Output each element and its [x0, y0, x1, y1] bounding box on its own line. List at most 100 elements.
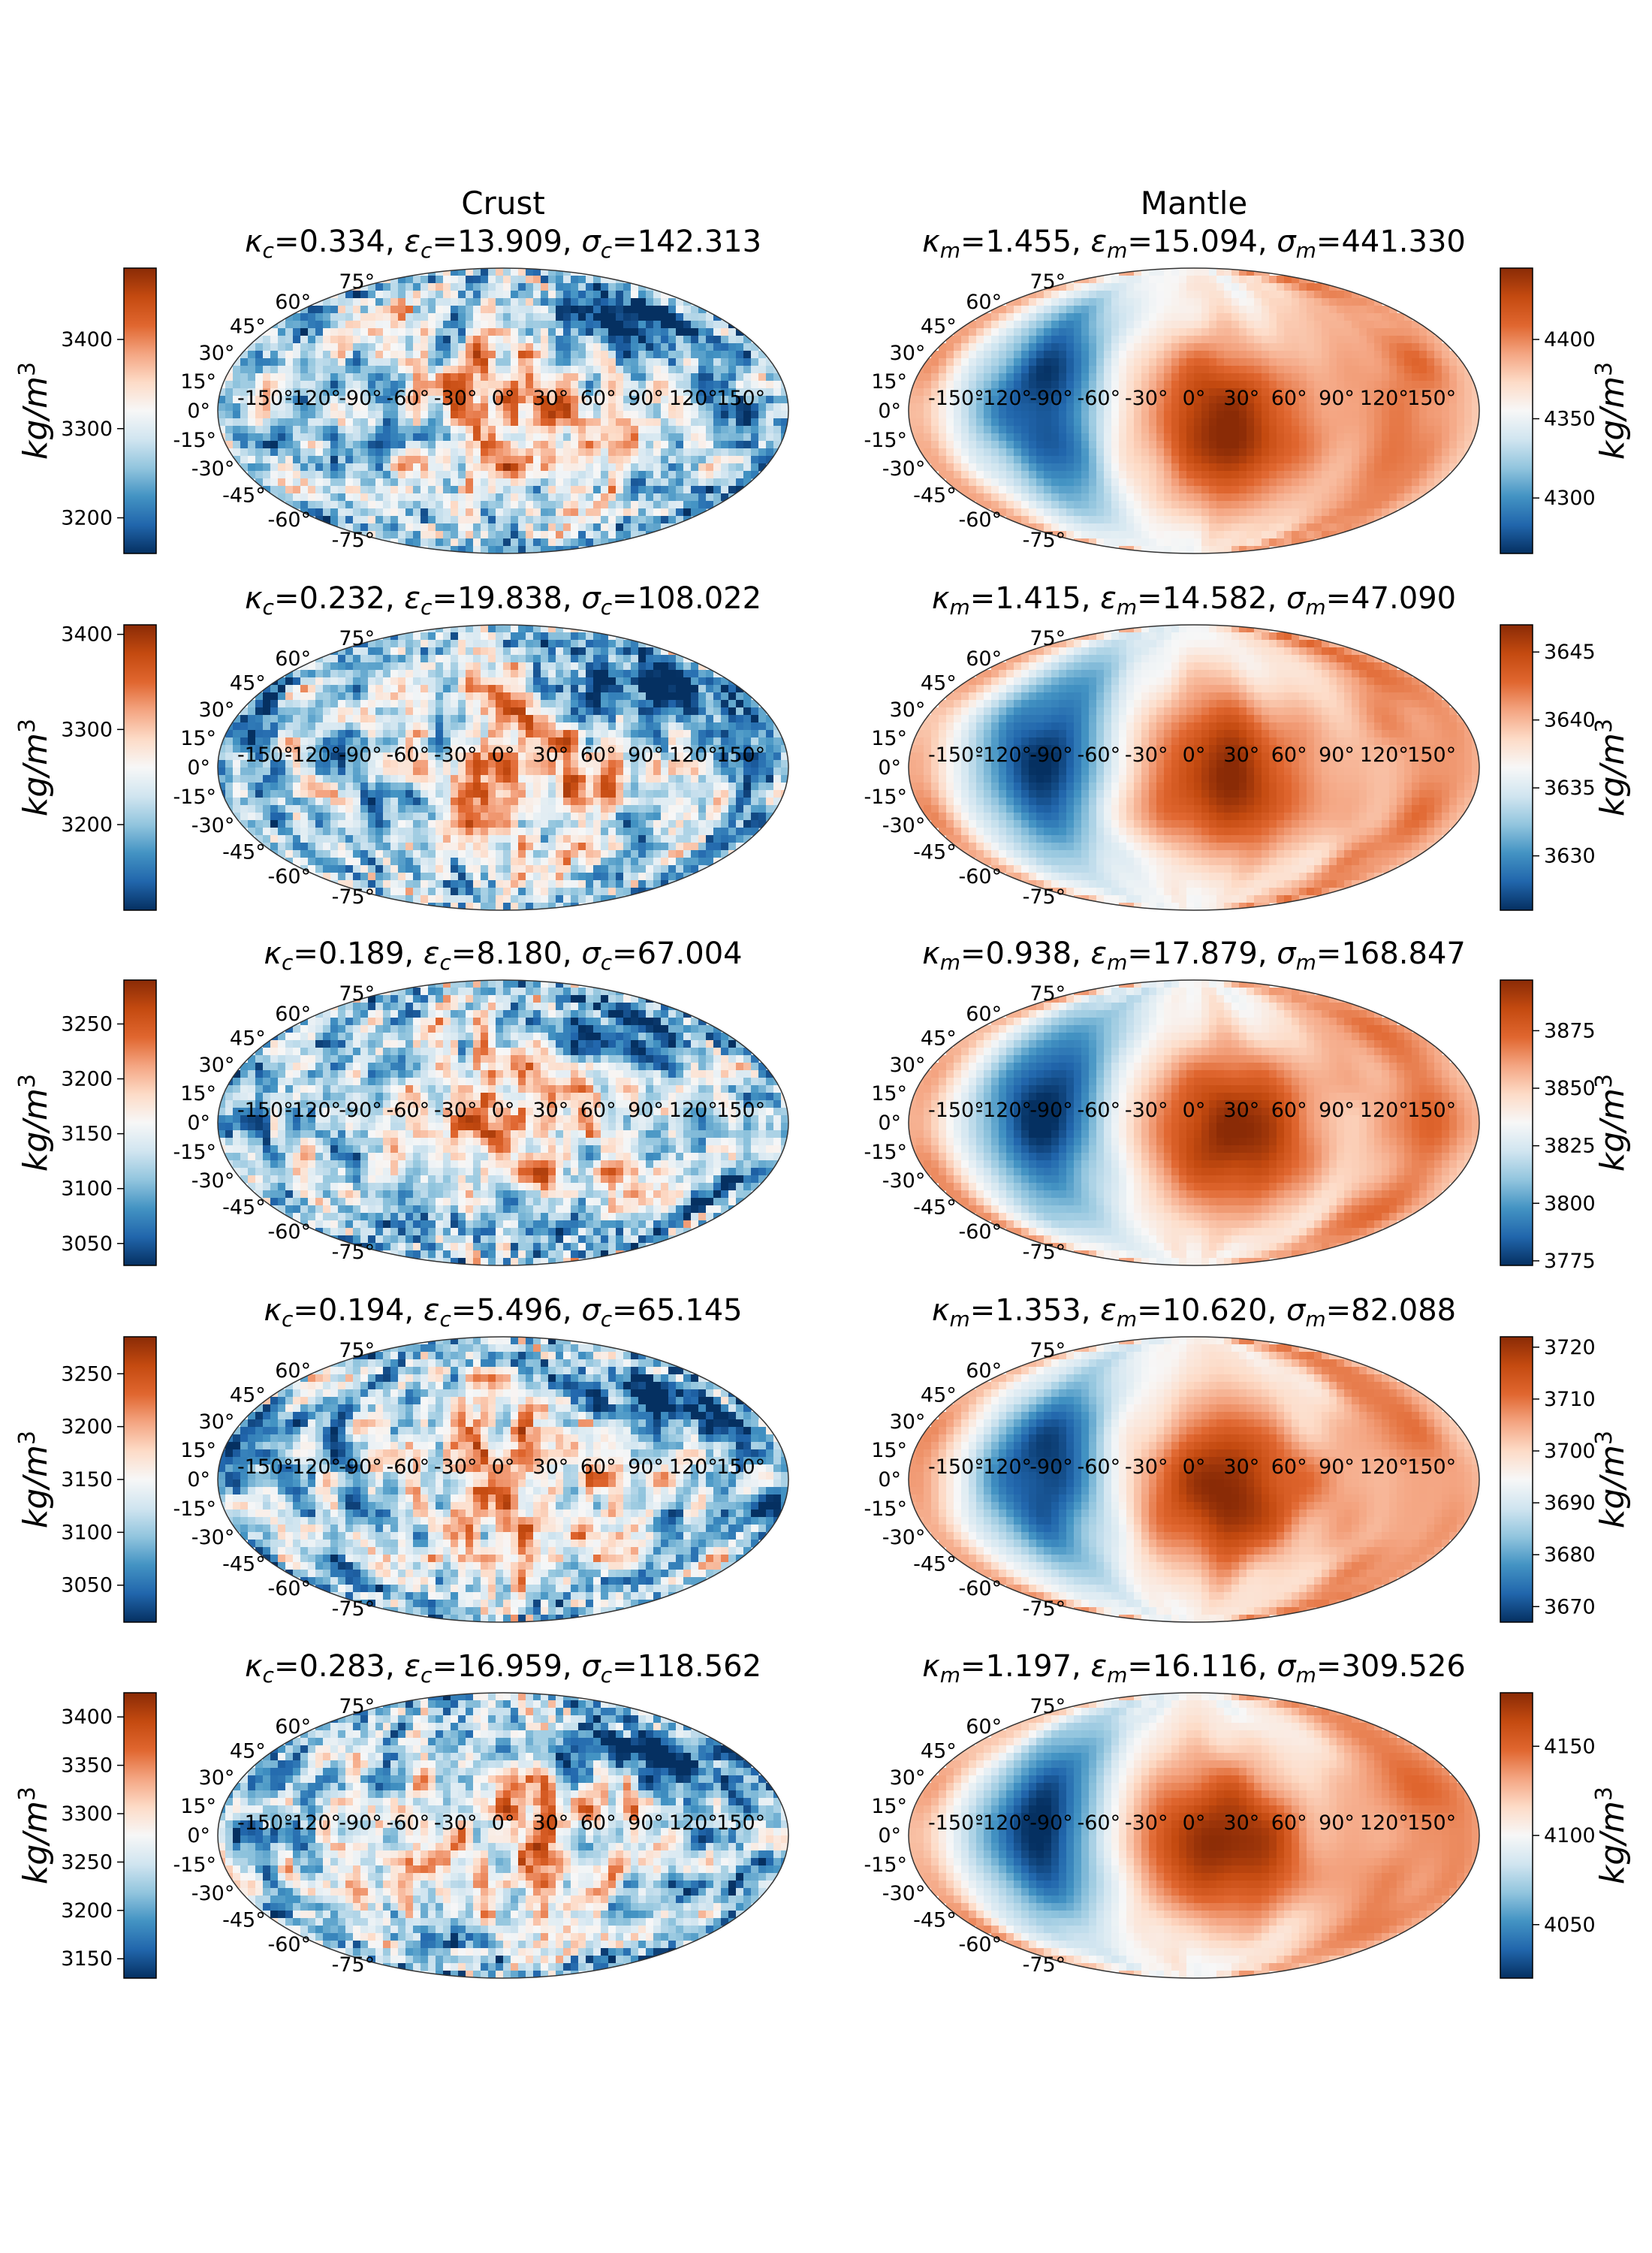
lon-tick-label: -150°: [928, 1455, 984, 1479]
lon-tick-label: -120°: [285, 1811, 341, 1835]
lon-tick-label: -90°: [1029, 1455, 1073, 1479]
epsilon-symbol: ε: [404, 225, 421, 259]
lon-tick-label: -30°: [1125, 1099, 1168, 1122]
lon-tick-label: 0°: [492, 743, 515, 767]
kappa-subscript: c: [282, 1307, 294, 1332]
lon-tick-label: 30°: [532, 1455, 568, 1479]
lat-tick-label: 60°: [275, 1359, 311, 1383]
lat-tick-label: -15°: [173, 786, 216, 809]
sigma-subscript: m: [1296, 238, 1316, 263]
sigma-symbol: σ: [1286, 1293, 1307, 1328]
lat-tick-label: 0°: [187, 1824, 210, 1847]
epsilon-symbol: ε: [1100, 581, 1117, 616]
colorbar-tick-label: 3050: [61, 1574, 113, 1597]
lat-tick-label: -45°: [913, 840, 957, 864]
lon-tick-label: -120°: [285, 1455, 341, 1479]
lat-tick-label: 0°: [878, 400, 901, 423]
colorbar-tick-label: 3630: [1544, 845, 1596, 868]
lon-tick-label: -90°: [339, 1099, 382, 1122]
lat-tick-label: -60°: [958, 865, 1002, 888]
colorbar-tick-label: 4400: [1544, 328, 1596, 351]
lat-tick-label: -15°: [173, 429, 216, 452]
kappa-value: =0.334,: [274, 225, 404, 259]
lat-tick-label: 45°: [230, 1740, 266, 1763]
lon-tick-label: 0°: [1183, 1811, 1206, 1835]
lat-tick-label: -45°: [913, 484, 957, 507]
epsilon-value: =8.180,: [451, 936, 581, 971]
kappa-value: =1.197,: [960, 1649, 1090, 1684]
lon-tick-label: 60°: [580, 1099, 616, 1122]
lon-tick-label: 120°: [1360, 387, 1409, 410]
kappa-subscript: m: [949, 1307, 969, 1332]
colorbar-tick-label: 3875: [1544, 1019, 1596, 1042]
lat-tick-label: 30°: [890, 1766, 926, 1790]
epsilon-subscript: c: [439, 950, 451, 975]
lon-tick-label: 90°: [1319, 743, 1355, 767]
panel-title: κm=1.197, εm=16.116, σm=309.526: [922, 1649, 1466, 1687]
colorbar-mantle: 3775 3800 3825 3850 3875 kg/m3: [1500, 979, 1632, 1273]
lon-tick-label: 150°: [716, 1099, 765, 1122]
sigma-subscript: c: [601, 1307, 613, 1332]
lat-tick-label: 60°: [275, 1715, 311, 1739]
lon-tick-label: -150°: [237, 1455, 294, 1479]
lon-tick-label: 0°: [492, 1811, 515, 1835]
lon-tick-label: -150°: [237, 1099, 294, 1122]
lat-tick-label: 60°: [966, 647, 1002, 671]
lat-tick-label: 30°: [199, 1766, 235, 1790]
lon-tick-label: 90°: [1319, 1099, 1355, 1122]
colorbar-crust: 3050 3100 3150 3200 3250 kg/m3: [14, 979, 157, 1266]
lon-tick-label: 60°: [1271, 387, 1307, 410]
lat-tick-label: -75°: [1023, 529, 1066, 552]
lat-tick-label: -45°: [222, 1552, 266, 1576]
epsilon-subscript: c: [421, 238, 433, 263]
lat-tick-label: -75°: [332, 529, 375, 552]
panel-mantle-3: κm=0.938, εm=17.879, σm=168.847-150°-120…: [864, 936, 1632, 1273]
colorbar-tick-label: 4350: [1544, 408, 1596, 431]
colorbar-gradient: [123, 1336, 157, 1623]
colorbar-tick-label: 3150: [61, 1123, 113, 1146]
lat-tick-label: -30°: [882, 1169, 926, 1193]
panel-title: κm=1.353, εm=10.620, σm=82.088: [932, 1293, 1456, 1332]
colorbar-tick-label: 3680: [1544, 1543, 1596, 1567]
colorbar-tick-label: 3825: [1544, 1135, 1596, 1158]
lat-tick-label: 15°: [180, 370, 216, 394]
colorbar-gradient: [123, 624, 157, 911]
lon-tick-label: 120°: [669, 387, 718, 410]
lon-tick-label: -30°: [434, 387, 478, 410]
sigma-value: =82.088: [1326, 1293, 1456, 1328]
colorbar-tick-label: 3800: [1544, 1192, 1596, 1215]
lat-tick-label: 60°: [966, 1003, 1002, 1026]
lat-tick-label: 75°: [339, 270, 375, 294]
epsilon-value: =16.116,: [1127, 1649, 1277, 1684]
lon-tick-label: -90°: [1029, 1099, 1073, 1122]
sigma-symbol: σ: [1277, 1649, 1297, 1684]
colorbar-mantle: 4050 4100 4150 kg/m3: [1500, 1692, 1632, 1979]
lat-tick-label: 60°: [275, 647, 311, 671]
lon-tick-label: 0°: [492, 387, 515, 410]
sigma-subscript: m: [1296, 950, 1316, 975]
colorbar-tick-label: 3400: [61, 328, 113, 351]
colorbar-gradient: [123, 1692, 157, 1979]
kappa-subscript: m: [940, 1663, 960, 1687]
kappa-symbol: κ: [932, 1293, 950, 1328]
lon-tick-label: 120°: [669, 1099, 718, 1122]
lon-tick-label: 150°: [1407, 387, 1456, 410]
colorbar-tick-label: 3050: [61, 1232, 113, 1256]
heatmap-field: [909, 1337, 1479, 1622]
kappa-value: =0.189,: [293, 936, 423, 971]
map-boundary: [217, 624, 789, 911]
lon-tick-label: 60°: [580, 743, 616, 767]
lon-tick-label: 90°: [628, 743, 664, 767]
lat-tick-label: 60°: [966, 291, 1002, 314]
lat-tick-label: 45°: [921, 1384, 957, 1407]
column-title-crust: Crust: [461, 185, 545, 222]
epsilon-subscript: c: [421, 595, 433, 620]
epsilon-symbol: ε: [1090, 1649, 1107, 1684]
lat-tick-label: 60°: [275, 291, 311, 314]
lat-tick-label: 15°: [871, 727, 907, 750]
lat-tick-label: -60°: [267, 508, 311, 532]
sigma-subscript: m: [1305, 1307, 1325, 1332]
lat-tick-label: -15°: [864, 786, 907, 809]
lon-tick-label: 30°: [532, 387, 568, 410]
lon-tick-label: -30°: [1125, 743, 1168, 767]
